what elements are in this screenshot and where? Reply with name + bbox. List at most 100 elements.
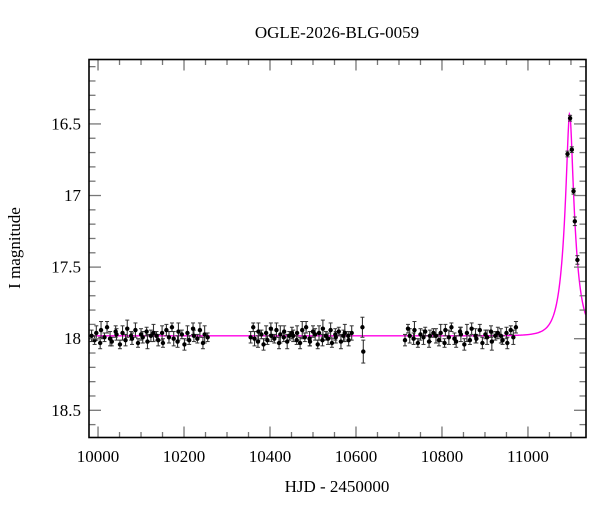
plot-frame [88, 58, 587, 439]
data-point [154, 333, 159, 339]
data-point [297, 340, 303, 346]
y-axis-label: I magnitude [5, 207, 24, 289]
data-point [421, 335, 426, 340]
data-point [513, 325, 519, 330]
model-curve [89, 111, 586, 337]
data-point [294, 337, 299, 343]
data-point [443, 327, 448, 333]
data-point [508, 327, 513, 333]
y-tick-label: 18.5 [51, 401, 81, 420]
data-point [511, 335, 516, 340]
y-tick-label: 17 [64, 186, 82, 205]
data-point [202, 332, 207, 337]
data-point [320, 337, 325, 343]
data-point [171, 336, 176, 341]
data-point [431, 330, 436, 336]
data-point [575, 257, 580, 263]
data-point [316, 330, 322, 336]
x-tick-labels: 10000 10200 10400 10600 10800 11000 [77, 447, 549, 466]
data-point [261, 342, 266, 347]
data-point [493, 333, 498, 339]
data-point [140, 335, 145, 340]
data-point [402, 337, 408, 343]
data-point [412, 327, 417, 333]
data-point [268, 326, 274, 331]
data-point [338, 339, 344, 344]
data-point [123, 337, 128, 343]
data-point [572, 219, 578, 224]
data-point [360, 325, 365, 330]
data-point [477, 327, 483, 333]
data-point [133, 327, 138, 333]
data-point [281, 329, 287, 334]
data-point [415, 340, 421, 346]
data-point [248, 335, 253, 340]
data-point [315, 342, 320, 347]
data-point [464, 330, 470, 336]
data-point [504, 330, 509, 336]
data-point [294, 330, 300, 336]
data-point [411, 336, 416, 341]
data-point [436, 337, 442, 343]
data-point [291, 333, 296, 339]
data-point [426, 339, 432, 344]
data-point [346, 337, 351, 343]
axis-ticks [89, 59, 586, 438]
data-point [349, 330, 354, 336]
data-point [104, 325, 110, 330]
x-tick-label: 11000 [507, 447, 549, 466]
data-point [151, 330, 156, 336]
data-point [495, 330, 501, 336]
data-point [480, 340, 485, 346]
paczynski-curve [89, 111, 586, 337]
data-point [102, 335, 107, 340]
data-point [256, 329, 261, 334]
data-point [190, 326, 196, 331]
data-point [159, 330, 165, 336]
data-point [453, 339, 459, 344]
data-point [265, 337, 270, 343]
data-point [361, 349, 366, 354]
data-point [307, 339, 313, 344]
data-point [281, 335, 286, 340]
data-point [191, 333, 197, 339]
data-point [442, 340, 447, 346]
data-points [89, 116, 580, 354]
data-point [505, 340, 510, 346]
data-point [148, 333, 154, 339]
data-point [195, 336, 200, 341]
data-point [571, 189, 576, 194]
data-point [160, 340, 166, 346]
data-point [567, 116, 573, 121]
data-point [346, 333, 351, 339]
data-point [336, 329, 341, 334]
data-point [272, 336, 277, 341]
data-point [328, 327, 333, 333]
data-point [427, 333, 433, 339]
data-point [252, 336, 257, 341]
data-point [156, 337, 161, 343]
data-point [418, 332, 423, 337]
data-point [125, 326, 130, 331]
data-point [469, 326, 474, 331]
data-point [259, 332, 264, 337]
data-point [144, 329, 149, 334]
x-tick-label: 10800 [421, 447, 464, 466]
x-tick-label: 10000 [77, 447, 120, 466]
data-point [276, 340, 282, 346]
data-point [109, 339, 114, 344]
data-point [179, 332, 185, 337]
x-axis-label: HJD - 2450000 [285, 477, 390, 496]
y-tick-label: 18 [64, 329, 81, 348]
x-tick-label: 10400 [249, 447, 292, 466]
data-point [200, 340, 206, 346]
data-point [312, 332, 318, 337]
data-point [467, 337, 473, 343]
data-point [263, 330, 269, 336]
data-point [287, 333, 292, 339]
data-point [300, 327, 305, 333]
data-point [320, 326, 326, 331]
data-point [135, 340, 141, 346]
data-point [186, 337, 192, 343]
